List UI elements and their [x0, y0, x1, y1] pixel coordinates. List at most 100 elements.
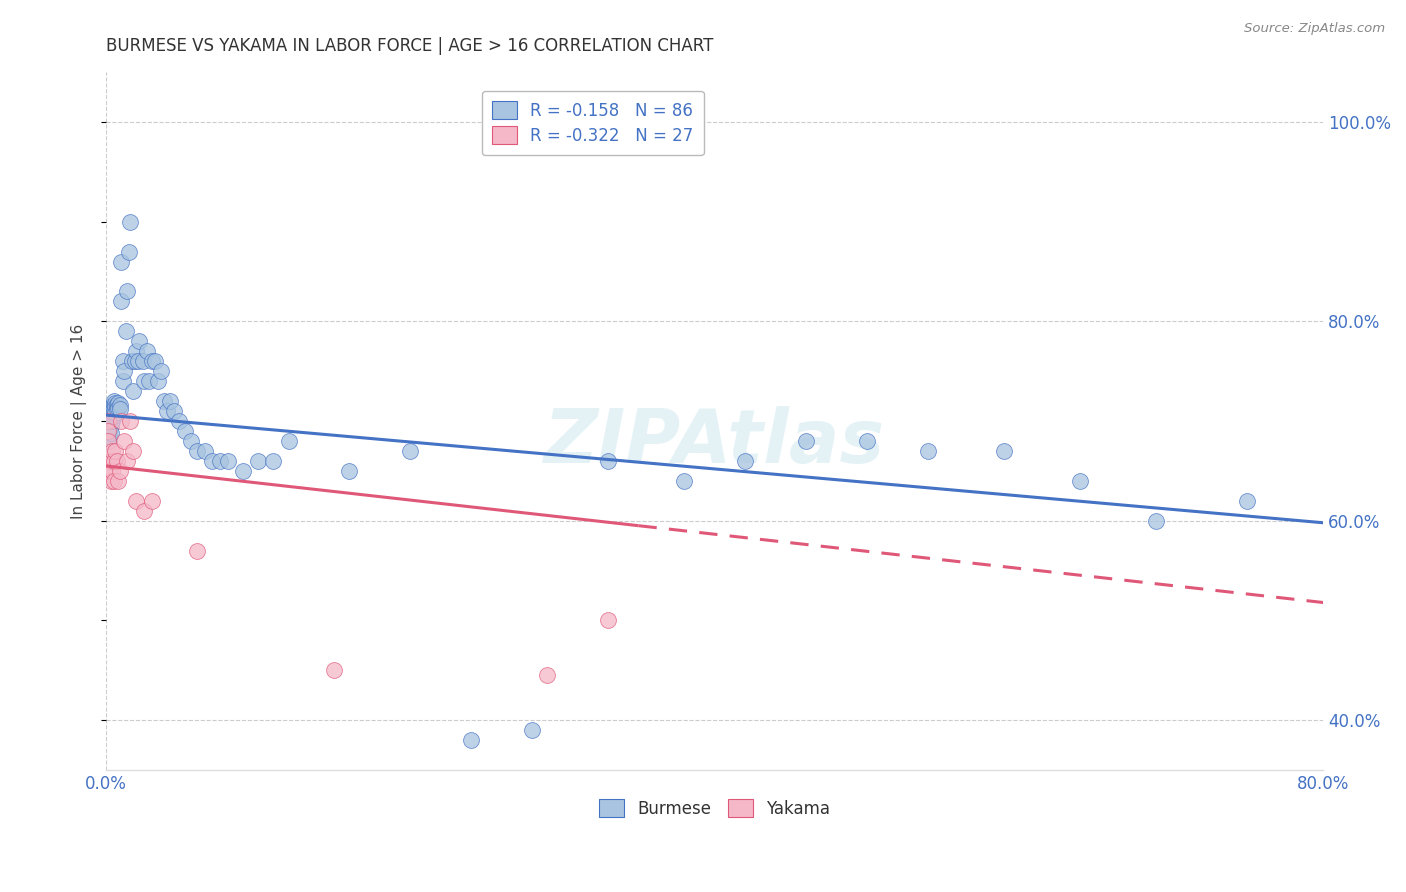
Point	[209, 454, 232, 468]
Point	[136, 344, 159, 359]
Point	[100, 425, 122, 440]
Point	[117, 454, 139, 468]
Point	[194, 444, 217, 458]
Point	[103, 409, 125, 423]
Point	[98, 409, 121, 423]
Point	[101, 399, 124, 413]
Point	[98, 424, 121, 438]
Point	[101, 444, 124, 458]
Point	[339, 464, 361, 478]
Point	[108, 464, 131, 478]
Point	[112, 364, 135, 378]
Point	[103, 404, 125, 418]
Point	[1236, 493, 1258, 508]
Point	[105, 454, 128, 468]
Point	[277, 434, 299, 448]
Point	[855, 434, 877, 448]
Point	[110, 414, 132, 428]
Point	[122, 444, 145, 458]
Text: Source: ZipAtlas.com: Source: ZipAtlas.com	[1244, 22, 1385, 36]
Point	[141, 354, 163, 368]
Point	[96, 434, 118, 448]
Point	[186, 543, 208, 558]
Point	[103, 474, 125, 488]
Point	[96, 414, 118, 428]
Point	[520, 723, 543, 738]
Point	[1069, 474, 1091, 488]
Point	[104, 444, 127, 458]
Point	[149, 364, 172, 378]
Point	[100, 404, 122, 418]
Point	[131, 354, 153, 368]
Point	[141, 493, 163, 508]
Point	[132, 504, 155, 518]
Text: BURMESE VS YAKAMA IN LABOR FORCE | AGE > 16 CORRELATION CHART: BURMESE VS YAKAMA IN LABOR FORCE | AGE >…	[105, 37, 713, 55]
Point	[111, 374, 134, 388]
Point	[100, 414, 122, 428]
Point	[536, 668, 558, 682]
Point	[98, 429, 121, 443]
Point	[103, 454, 125, 468]
Point	[794, 434, 817, 448]
Point	[103, 399, 125, 413]
Point	[596, 614, 619, 628]
Point	[96, 419, 118, 434]
Point	[111, 354, 134, 368]
Point	[122, 384, 145, 399]
Y-axis label: In Labor Force | Age > 16: In Labor Force | Age > 16	[72, 324, 87, 518]
Text: ZIPAtlas: ZIPAtlas	[544, 406, 886, 478]
Point	[993, 444, 1015, 458]
Point	[180, 434, 202, 448]
Point	[159, 394, 181, 409]
Point	[100, 474, 122, 488]
Point	[917, 444, 939, 458]
Point	[98, 419, 121, 434]
Point	[163, 404, 186, 418]
Point	[174, 424, 197, 438]
Point	[120, 215, 142, 229]
Point	[100, 409, 122, 423]
Point	[108, 398, 131, 412]
Point	[247, 454, 270, 468]
Point	[132, 374, 155, 388]
Point	[110, 294, 132, 309]
Point	[186, 444, 208, 458]
Point	[104, 400, 127, 414]
Point	[107, 401, 129, 416]
Point	[143, 354, 166, 368]
Point	[232, 464, 254, 478]
Point	[98, 434, 121, 448]
Point	[121, 354, 143, 368]
Point	[98, 464, 121, 478]
Point	[156, 404, 179, 418]
Point	[125, 493, 148, 508]
Point	[100, 454, 122, 468]
Point	[323, 663, 346, 677]
Point	[596, 454, 619, 468]
Point	[124, 354, 146, 368]
Point	[100, 419, 122, 434]
Point	[101, 404, 124, 418]
Point	[107, 474, 129, 488]
Point	[96, 429, 118, 443]
Point	[117, 285, 139, 299]
Point	[138, 374, 160, 388]
Point	[262, 454, 284, 468]
Point	[105, 398, 128, 412]
Point	[153, 394, 176, 409]
Point	[125, 344, 148, 359]
Point	[127, 354, 149, 368]
Point	[110, 254, 132, 268]
Point	[118, 244, 141, 259]
Point	[217, 454, 239, 468]
Point	[96, 424, 118, 438]
Point	[98, 454, 121, 468]
Point	[104, 396, 127, 410]
Point	[104, 406, 127, 420]
Point	[101, 409, 124, 423]
Point	[167, 414, 190, 428]
Point	[460, 733, 482, 747]
Point	[101, 464, 124, 478]
Point	[112, 434, 135, 448]
Point	[98, 414, 121, 428]
